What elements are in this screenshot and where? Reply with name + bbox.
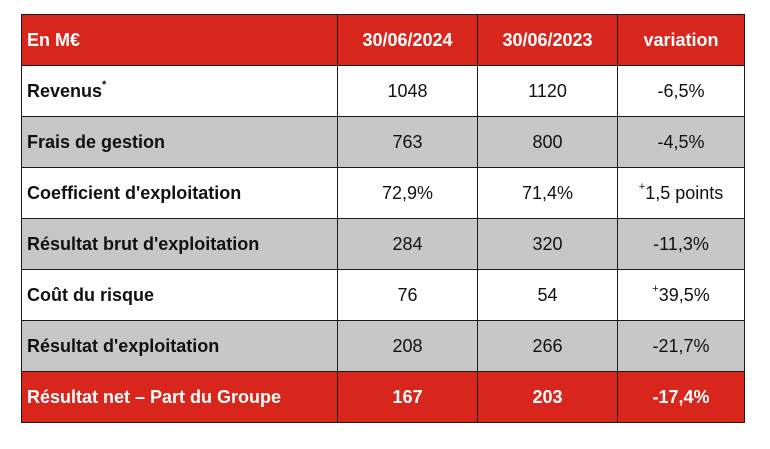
row-label: Frais de gestion (21, 116, 338, 168)
value-variation: -6,5% (617, 65, 745, 117)
value-2023: 203 (477, 371, 618, 423)
value-2023: 800 (477, 116, 618, 168)
table-row-resultat-net: Résultat net – Part du Groupe 167 203 -1… (21, 371, 745, 423)
value-2023: 71,4% (477, 167, 618, 219)
value-variation: -4,5% (617, 116, 745, 168)
value-2023: 54 (477, 269, 618, 321)
table-row-coefficient: Coefficient d'exploitation 72,9% 71,4% +… (21, 167, 745, 219)
plus-sign: + (638, 180, 646, 193)
value-variation: -17,4% (617, 371, 745, 423)
value-variation: +1,5 points (617, 167, 745, 219)
value-2024: 208 (337, 320, 478, 372)
table-row-resultat-brut: Résultat brut d'exploitation 284 320 -11… (21, 218, 745, 270)
table-row-frais-de-gestion: Frais de gestion 763 800 -4,5% (21, 116, 745, 168)
row-label-text: Revenus (27, 80, 103, 101)
plus-sign: + (652, 282, 659, 295)
value-2023: 320 (477, 218, 618, 270)
value-2024: 76 (337, 269, 478, 321)
value-2023: 1120 (477, 65, 618, 117)
header-variation: variation (617, 14, 745, 66)
value-variation: +39,5% (617, 269, 745, 321)
value-2024: 72,9% (337, 167, 478, 219)
variation-text: 1,5 points (645, 182, 724, 203)
value-variation: -11,3% (617, 218, 745, 270)
header-2023: 30/06/2023 (477, 14, 618, 66)
row-label: Résultat d'exploitation (21, 320, 338, 372)
results-table: En M€ 30/06/2024 30/06/2023 variation Re… (21, 14, 745, 423)
table-row-cout-du-risque: Coût du risque 76 54 +39,5% (21, 269, 745, 321)
value-2023: 266 (477, 320, 618, 372)
table-row-resultat-exploitation: Résultat d'exploitation 208 266 -21,7% (21, 320, 745, 372)
row-label: Revenus* (21, 65, 338, 117)
table-row-revenus: Revenus* 1048 1120 -6,5% (21, 65, 745, 117)
value-2024: 763 (337, 116, 478, 168)
header-row: En M€ 30/06/2024 30/06/2023 variation (21, 14, 745, 66)
row-label: Résultat brut d'exploitation (21, 218, 338, 270)
variation-text: 39,5% (658, 284, 710, 305)
value-2024: 1048 (337, 65, 478, 117)
row-label: Coût du risque (21, 269, 338, 321)
footnote-marker: * (102, 78, 107, 91)
header-2024: 30/06/2024 (337, 14, 478, 66)
header-label: En M€ (21, 14, 338, 66)
row-label: Résultat net – Part du Groupe (21, 371, 338, 423)
value-2024: 284 (337, 218, 478, 270)
value-variation: -21,7% (617, 320, 745, 372)
value-2024: 167 (337, 371, 478, 423)
row-label: Coefficient d'exploitation (21, 167, 338, 219)
